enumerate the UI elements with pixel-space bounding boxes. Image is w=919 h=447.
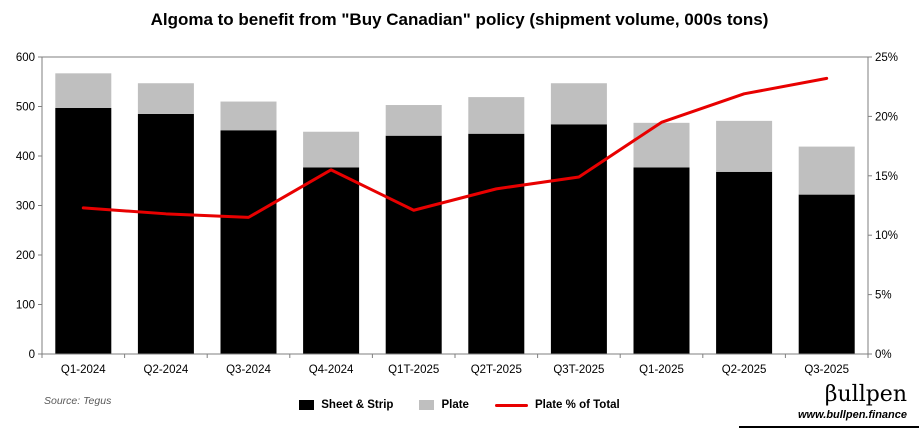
right-axis-tick-label: 5% — [875, 290, 892, 302]
bar-plate-Q1-2024 — [55, 73, 112, 108]
x-axis-label: Q3-2024 — [226, 364, 271, 376]
left-axis-tick-label: 300 — [16, 201, 35, 213]
bar-sheet-strip-Q1T-2025 — [385, 135, 442, 354]
x-axis-label: Q3-2025 — [804, 364, 849, 376]
bar-sheet-strip-Q1-2025 — [633, 167, 690, 354]
x-axis-label: Q1-2025 — [639, 364, 684, 376]
x-axis-label: Q2-2024 — [144, 364, 189, 376]
bar-sheet-strip-Q1-2024 — [55, 107, 112, 354]
left-axis-tick-label: 0 — [29, 349, 35, 361]
bar-sheet-strip-Q2T-2025 — [468, 133, 525, 354]
legend-item-plate: Plate — [419, 399, 469, 411]
bar-plate-Q3T-2025 — [550, 83, 607, 125]
bar-sheet-strip-Q4-2024 — [303, 167, 360, 354]
bar-plate-Q1T-2025 — [385, 105, 442, 136]
brand-logo: βullpen — [824, 382, 907, 407]
bar-plate-Q1-2025 — [633, 122, 690, 168]
left-axis-tick-label: 200 — [16, 250, 35, 262]
right-axis-tick-label: 25% — [875, 52, 898, 64]
x-axis-label: Q1T-2025 — [388, 364, 439, 376]
legend-label-sheet-strip: Sheet & Strip — [321, 399, 394, 411]
right-axis-tick-label: 15% — [875, 171, 898, 183]
x-axis-label: Q2T-2025 — [471, 364, 522, 376]
chart-legend: Sheet & Strip Plate Plate % of Total — [0, 399, 919, 411]
bar-plate-Q3-2025 — [798, 146, 855, 195]
right-axis-tick-label: 10% — [875, 230, 898, 242]
left-axis-tick-label: 600 — [16, 52, 35, 64]
source-note: Source: Tegus — [44, 395, 112, 407]
legend-swatch-plate — [419, 400, 435, 410]
left-axis-tick-label: 400 — [16, 151, 35, 163]
legend-label-plate: Plate — [441, 399, 469, 411]
x-axis-label: Q1-2024 — [61, 364, 106, 376]
bar-plate-Q3-2024 — [220, 101, 277, 131]
legend-swatch-sheet-strip — [299, 400, 315, 410]
right-axis-tick-label: 0% — [875, 349, 892, 361]
chart-title: Algoma to benefit from "Buy Canadian" po… — [150, 10, 769, 29]
bar-sheet-strip-Q2-2024 — [137, 113, 194, 354]
legend-item-plate-pct: Plate % of Total — [494, 399, 620, 411]
plate-pct-line — [81, 76, 829, 219]
brand-url: www.bullpen.finance — [739, 409, 919, 428]
bar-plate-Q2T-2025 — [468, 97, 525, 134]
bar-plate-Q2-2025 — [716, 120, 773, 172]
x-axis-label: Q3T-2025 — [553, 364, 604, 376]
left-axis-tick-label: 100 — [16, 300, 35, 312]
left-axis-tick-label: 500 — [16, 102, 35, 114]
x-axis-label: Q4-2024 — [309, 364, 354, 376]
legend-swatch-plate-pct-line — [494, 403, 528, 407]
bar-sheet-strip-Q3T-2025 — [550, 124, 607, 354]
bar-sheet-strip-Q2-2025 — [716, 171, 773, 354]
bar-plate-Q4-2024 — [303, 131, 360, 168]
x-axis-label: Q2-2025 — [722, 364, 767, 376]
chart-plot: 0 100 200 300 400 500 600 0% 5% 10% 15% 20% 25% Q1-20… — [16, 52, 898, 376]
legend-item-sheet-strip: Sheet & Strip — [299, 399, 393, 411]
right-axis-tick-label: 20% — [875, 111, 898, 123]
bar-plate-Q2-2024 — [137, 83, 194, 114]
bar-sheet-strip-Q3-2025 — [798, 194, 855, 354]
brand-block: βullpen www.bullpen.finance — [739, 382, 919, 428]
legend-label-plate-pct: Plate % of Total — [534, 399, 620, 411]
bar-sheet-strip-Q3-2024 — [220, 130, 277, 354]
